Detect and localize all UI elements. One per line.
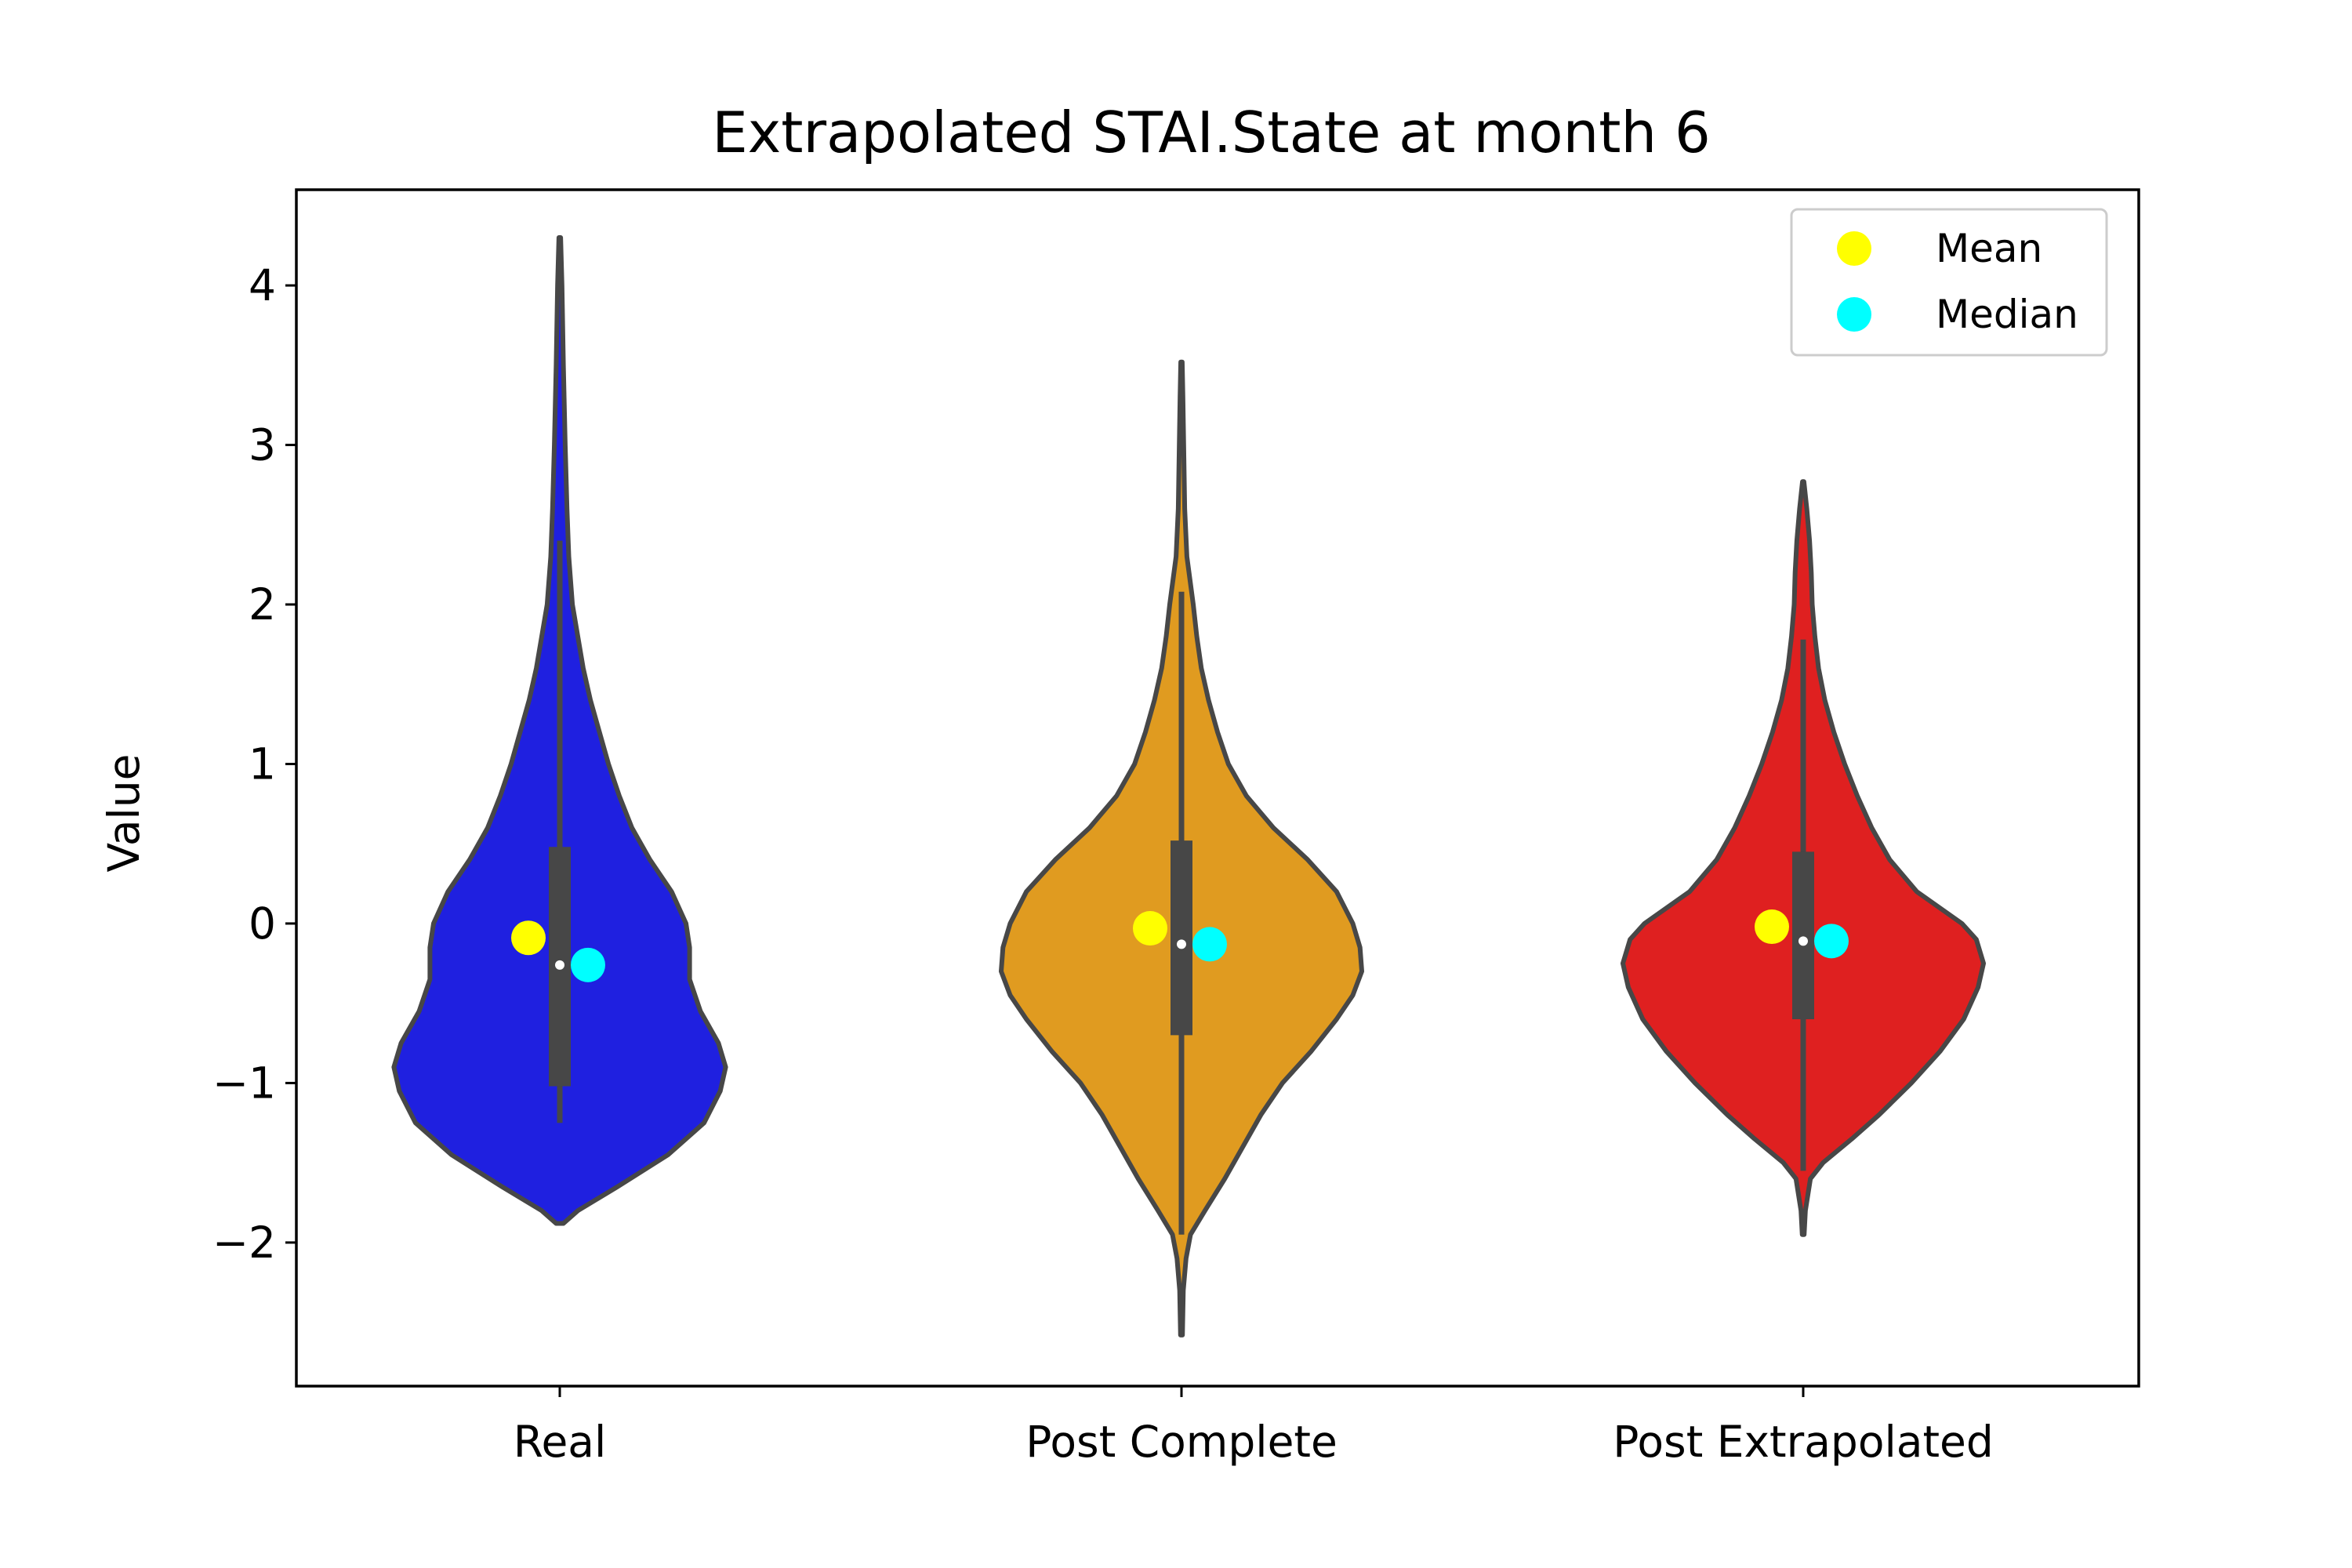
x-axis: Real Post Complete Post Extrapolated xyxy=(514,1386,1994,1467)
violin-group xyxy=(391,235,728,1226)
legend-label: Median xyxy=(1936,292,2078,337)
violin-median-dot xyxy=(1177,939,1186,949)
median-marker xyxy=(1814,924,1849,959)
plot-area xyxy=(391,235,1986,1338)
y-tick-label: 3 xyxy=(249,420,276,470)
y-axis: 4 3 2 1 0 −1 −2 xyxy=(212,260,296,1268)
y-tick-label: 2 xyxy=(249,579,276,630)
y-tick-label: 0 xyxy=(249,898,276,949)
violin-median-dot xyxy=(555,960,564,970)
x-tick-label: Post Complete xyxy=(1025,1417,1338,1467)
mean-marker xyxy=(1755,909,1789,945)
violin-median-dot xyxy=(1798,936,1808,946)
x-tick-label: Post Extrapolated xyxy=(1613,1417,1994,1467)
median-marker xyxy=(1192,927,1227,962)
violin-group xyxy=(999,359,1364,1338)
x-tick-label: Real xyxy=(514,1417,607,1467)
y-tick-label: −2 xyxy=(212,1218,276,1268)
y-axis-label: Value xyxy=(99,753,149,872)
violin-iqr-box xyxy=(1171,840,1192,1036)
median-marker xyxy=(571,947,605,982)
y-tick-label: 4 xyxy=(249,260,276,310)
violin-iqr-box xyxy=(1792,851,1814,1020)
mean-marker xyxy=(511,920,546,956)
legend-marker xyxy=(1837,231,1871,266)
mean-marker xyxy=(1133,911,1167,946)
legend-marker xyxy=(1837,297,1871,332)
legend: Mean Median xyxy=(1790,208,2108,357)
violin-group xyxy=(1621,479,1986,1237)
legend-label: Mean xyxy=(1936,226,2042,271)
chart-title: Extrapolated STAI.State at month 6 xyxy=(712,100,1711,165)
y-tick-label: −1 xyxy=(212,1058,276,1108)
y-tick-label: 1 xyxy=(249,739,276,789)
plot-frame xyxy=(295,188,2140,1388)
